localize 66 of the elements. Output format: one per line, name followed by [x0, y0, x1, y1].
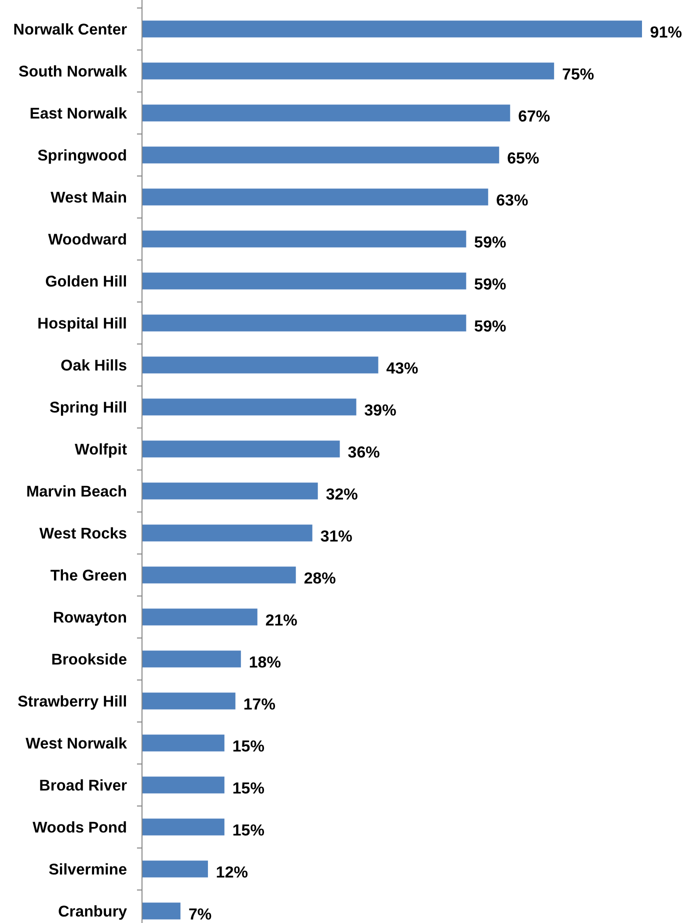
data-label: 15%	[232, 738, 264, 756]
data-label: 59%	[474, 318, 506, 336]
y-tick-label: Woodward	[48, 231, 127, 248]
y-tick-label: Woods Pond	[32, 819, 127, 836]
bar	[142, 818, 224, 836]
data-label: 28%	[304, 570, 336, 588]
data-label: 91%	[650, 24, 682, 42]
bar	[142, 608, 258, 626]
y-tick-label: West Norwalk	[26, 735, 128, 752]
y-tick-label: Wolfpit	[74, 441, 127, 458]
bar	[142, 650, 241, 668]
y-tick-label: Norwalk Center	[13, 21, 127, 38]
y-tick-label: East Norwalk	[30, 105, 128, 122]
data-label: 59%	[474, 234, 506, 252]
y-tick-label: Oak Hills	[60, 357, 127, 374]
data-label: 12%	[216, 864, 248, 882]
data-label: 59%	[474, 276, 506, 294]
bar	[142, 230, 466, 248]
bar	[142, 314, 466, 332]
y-tick-label: South Norwalk	[18, 63, 128, 80]
data-label: 36%	[348, 444, 380, 462]
data-label: 43%	[386, 360, 418, 378]
bar	[142, 62, 554, 80]
data-label: 67%	[518, 108, 550, 126]
y-tick-label: Springwood	[37, 147, 127, 164]
bar	[142, 860, 208, 878]
data-label: 32%	[326, 486, 358, 504]
y-tick-label: Cranbury	[58, 903, 128, 920]
y-tick-label: Hospital Hill	[37, 315, 127, 332]
data-label: 21%	[265, 612, 298, 630]
data-label: 39%	[364, 402, 396, 420]
data-label: 63%	[496, 192, 528, 210]
data-label: 17%	[243, 696, 276, 714]
bar	[142, 104, 510, 122]
bar	[142, 566, 296, 584]
data-label: 7%	[188, 906, 212, 923]
y-tick-label: The Green	[50, 567, 127, 584]
bar	[142, 272, 466, 290]
y-tick-label: West Rocks	[39, 525, 127, 542]
data-label: 31%	[320, 528, 352, 546]
data-label: 15%	[232, 780, 264, 798]
bar	[142, 146, 500, 164]
y-tick-label: Brookside	[51, 651, 128, 668]
y-tick-label: Rowayton	[52, 609, 127, 626]
bar	[142, 524, 312, 542]
y-tick-label: West Main	[50, 189, 127, 206]
y-tick-label: Spring Hill	[50, 399, 127, 416]
bar	[142, 902, 180, 920]
bar	[142, 440, 340, 458]
y-tick-label: Marvin Beach	[26, 483, 127, 500]
data-label: 18%	[248, 654, 281, 672]
bar	[142, 398, 356, 416]
bar	[142, 356, 378, 374]
y-tick-label: Broad River	[39, 777, 127, 794]
y-tick-label: Silvermine	[48, 861, 128, 878]
data-label: 75%	[562, 66, 594, 84]
bar	[142, 188, 488, 206]
y-tick-label: Golden Hill	[45, 273, 127, 290]
data-label: 15%	[232, 822, 264, 840]
bar	[142, 734, 224, 752]
bar	[142, 776, 224, 794]
data-label: 65%	[507, 150, 540, 168]
bar	[142, 692, 236, 710]
bar	[142, 20, 642, 38]
bar	[142, 482, 318, 500]
y-tick-label: Strawberry Hill	[18, 693, 127, 710]
